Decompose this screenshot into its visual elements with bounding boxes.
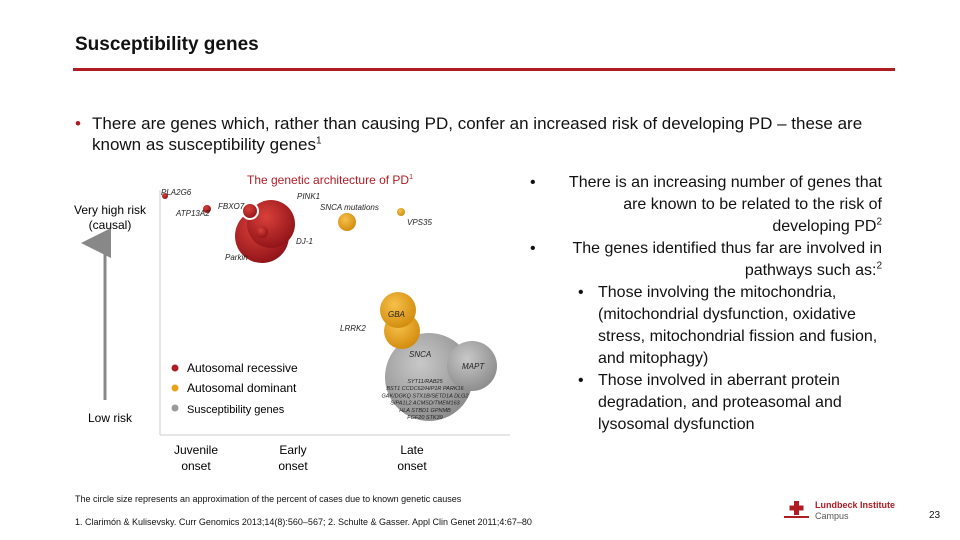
right-bullet-2-sup: 2 xyxy=(876,260,882,272)
right-bullet-1-body: There is an increasing number of genes t… xyxy=(568,174,882,235)
legend-dot-susceptibility xyxy=(171,404,179,412)
x-label-juvenile-2: onset xyxy=(181,459,211,473)
y-top-label-2: (causal) xyxy=(89,218,132,232)
right-bullet-1-sup: 2 xyxy=(876,216,882,228)
susceptibility-gene-line: GAK/DGKQ STX1B/SETD1A DLG2 xyxy=(382,393,469,399)
gene-label-dj-1: DJ-1 xyxy=(296,237,313,246)
susceptibility-gene-line: SIPA1L2 ACMSD/TMEM163 xyxy=(390,401,460,407)
gene-label-pink1: PINK1 xyxy=(297,192,320,201)
gene-label-atp13a2: ATP13A2 xyxy=(175,209,210,218)
right-sub-bullet-2: • Those involved in aberrant protein deg… xyxy=(530,370,882,436)
gene-bubble-atp13a2 xyxy=(203,205,211,213)
intro-text-body: There are genes which, rather than causi… xyxy=(92,114,863,154)
right-bullet-2-body: The genes identified thus far are involv… xyxy=(572,240,882,279)
gene-label-snca: SNCA xyxy=(409,350,431,359)
bullet-marker: • xyxy=(530,174,536,191)
legend-dot-recessive xyxy=(171,364,179,372)
x-label-early-2: onset xyxy=(278,459,308,473)
bullet-marker: • xyxy=(578,284,584,301)
gene-bubble-pla2g6 xyxy=(162,193,168,199)
gene-bubble-mapt xyxy=(447,341,497,391)
gene-label-pla2g6: PLA2G6 xyxy=(161,188,192,197)
right-bullet-1-text: There is an increasing number of genes t… xyxy=(560,172,882,238)
references: 1. Clarimón & Kulisevsky. Curr Genomics … xyxy=(75,517,532,527)
logo-name: Lundbeck Institute xyxy=(815,500,896,510)
gene-bubble-fbxo7 xyxy=(241,202,259,220)
bullet-marker: • xyxy=(578,372,584,389)
gene-label-mapt: MAPT xyxy=(462,362,485,371)
gene-label-gba: GBA xyxy=(388,310,405,319)
lundbeck-logo-icon xyxy=(784,501,809,518)
legend-label-dominant: Autosomal dominant xyxy=(187,381,297,395)
chart-footnote: The circle size represents an approximat… xyxy=(75,494,462,504)
gene-label-fbxo7: FBXO7 xyxy=(218,202,245,211)
legend-label-recessive: Autosomal recessive xyxy=(187,361,298,375)
legend-dot-dominant xyxy=(171,384,179,392)
gene-label-parkin: Parkin xyxy=(225,253,248,262)
chart-title: The genetic architecture of PD1 xyxy=(247,173,413,187)
susceptibility-gene-line: SYT11/RAB25 xyxy=(407,379,443,385)
title-rule xyxy=(73,68,895,71)
gene-bubble-gba xyxy=(380,292,416,328)
susceptibility-gene-line: FGF20 STK39 xyxy=(407,415,442,421)
intro-text: There are genes which, rather than causi… xyxy=(75,113,895,155)
intro-bullet: • There are genes which, rather than cau… xyxy=(75,113,895,155)
gene-bubbles: PLA2G6 ATP13A2 FBXO7 PINK1 DJ-1 Parkin SNCA mu… xyxy=(161,188,497,421)
susceptibility-gene-line: HLA STBD1 GPNMB xyxy=(399,408,451,414)
intro-sup: 1 xyxy=(315,135,322,147)
gene-label-vps35: VPS35 xyxy=(407,218,432,227)
susceptibility-gene-line: BST1 CCDC62/HIP1R PARK16 xyxy=(386,386,464,392)
gene-label-snca-mutations: SNCA mutations xyxy=(320,203,379,212)
right-sub-bullet-2-text: Those involved in aberrant protein degra… xyxy=(598,372,842,433)
gene-bubble-snca-mutations xyxy=(338,213,356,231)
x-label-juvenile-1: Juvenile xyxy=(174,443,218,457)
page-number: 23 xyxy=(929,510,941,521)
chart-title-sup: 1 xyxy=(409,174,413,181)
slide-title: Susceptibility genes xyxy=(75,34,259,55)
bullet-marker: • xyxy=(530,240,536,257)
y-top-label-1: Very high risk xyxy=(74,203,147,217)
chart-title-text: The genetic architecture of PD xyxy=(247,173,409,187)
legend-label-susceptibility: Susceptibility genes xyxy=(187,404,285,416)
right-bullets: • There is an increasing number of genes… xyxy=(530,172,882,436)
gene-label-lrrk2: LRRK2 xyxy=(340,324,366,333)
right-sub-bullet-1-text: Those involving the mitochondria, (mitoc… xyxy=(598,284,878,367)
x-label-late-1: Late xyxy=(400,443,424,457)
gene-bubble-dj-1 xyxy=(256,226,268,238)
gene-bubble-vps35 xyxy=(397,208,405,216)
right-bullet-2: • The genes identified thus far are invo… xyxy=(530,238,882,282)
bullet-marker: • xyxy=(75,114,81,133)
right-bullet-2-text: The genes identified thus far are involv… xyxy=(560,238,882,282)
logo-sub: Campus xyxy=(815,511,849,521)
right-sub-bullet-1: • Those involving the mitochondria, (mit… xyxy=(530,282,882,370)
right-bullet-1: • There is an increasing number of genes… xyxy=(530,172,882,238)
x-label-late-2: onset xyxy=(397,459,427,473)
x-label-early-1: Early xyxy=(279,443,306,457)
y-bottom-label: Low risk xyxy=(88,411,133,425)
